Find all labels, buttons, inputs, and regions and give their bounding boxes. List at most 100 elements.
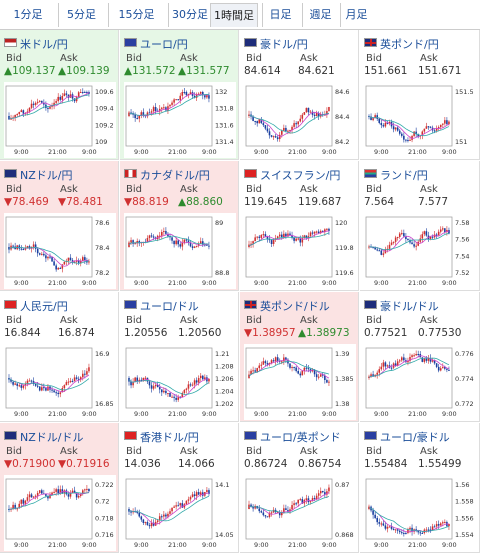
tab-2[interactable]: 15分足 xyxy=(108,3,164,27)
x-tick-label: 9:00 xyxy=(442,148,457,156)
pair-name[interactable]: 豪ドル/円 xyxy=(260,38,308,51)
pair-name[interactable]: 香港ドル/円 xyxy=(140,431,199,444)
y-tick-label: 109 xyxy=(95,138,107,146)
rate-cell[interactable]: NZドル/円 Bid ▼78.469 Ask ▼78.481 78.6 78.4 78.2 9:… xyxy=(0,161,119,291)
y-tick-label: 109.2 xyxy=(95,121,114,129)
pair-name[interactable]: NZドル/円 xyxy=(20,169,73,182)
uk-flag-icon xyxy=(364,38,377,47)
pair-name[interactable]: ユーロ/英ポンド xyxy=(260,431,341,444)
pair-name[interactable]: ユーロ/豪ドル xyxy=(380,431,450,444)
eu-flag-icon xyxy=(244,431,257,440)
tab-5[interactable]: 日足 xyxy=(262,3,298,27)
mini-chart[interactable]: 0.722 0.72 0.718 0.716 9:00 21:00 9:00 xyxy=(4,475,116,551)
pair-name[interactable]: カナダドル/円 xyxy=(140,169,210,182)
bid-value: ▼88.819 xyxy=(124,196,169,208)
mini-chart[interactable]: 14.1 14.05 9:00 21:00 9:00 xyxy=(124,475,236,551)
za-flag-icon xyxy=(364,169,377,178)
mini-chart[interactable]: 1.21 1.208 1.206 1.204 1.202 9:00 21:00 9:00 xyxy=(124,344,236,420)
rate-cell[interactable]: スイスフラン/円 Bid 119.645 Ask 119.687 120 119.8 119.… xyxy=(240,161,359,291)
x-tick-label: 9:00 xyxy=(134,541,149,549)
rate-cell[interactable]: NZドル/ドル Bid ▼0.71900 Ask ▼0.71916 0.722 0.72 0.… xyxy=(0,423,119,553)
x-tick-label: 21:00 xyxy=(408,148,427,156)
y-tick-label: 0.772 xyxy=(455,400,474,408)
mini-chart[interactable]: 132 131.8 131.6 131.4 9:00 21:00 9:00 xyxy=(124,82,236,158)
rate-cell[interactable]: ユーロ/英ポンド Bid 0.86724 Ask 0.86754 0.87 0.868 9:0… xyxy=(240,423,359,553)
rate-cell[interactable]: ユーロ/ドル Bid 1.20556 Ask 1.20560 1.21 1.208 1.206… xyxy=(120,292,239,422)
pair-name[interactable]: スイスフラン/円 xyxy=(260,169,341,182)
ask-value: ▲109.139 xyxy=(58,65,110,77)
pair-name[interactable]: ランド/円 xyxy=(380,169,428,182)
x-tick-label: 9:00 xyxy=(82,410,97,418)
rate-cell[interactable]: ユーロ/円 Bid ▲131.572 Ask ▲131.577 132 131.8 131.6… xyxy=(120,30,239,160)
pair-name[interactable]: NZドル/ドル xyxy=(20,431,84,444)
pair-name[interactable]: 米ドル/円 xyxy=(20,38,68,51)
bid-label: Bid xyxy=(6,184,22,195)
tab-1[interactable]: 5分足 xyxy=(58,3,104,27)
mini-chart[interactable]: 151.5 151 9:00 21:00 9:00 xyxy=(364,82,476,158)
tab-3[interactable]: 30分足 xyxy=(168,3,208,27)
mini-chart[interactable]: 16.9 16.85 9:00 21:00 9:00 xyxy=(4,344,116,420)
y-tick-label: 131.8 xyxy=(215,105,234,113)
rate-cell[interactable]: カナダドル/円 Bid ▼88.819 Ask ▲88.860 89 88.8 9:00 21:… xyxy=(120,161,239,291)
x-tick-label: 9:00 xyxy=(374,541,389,549)
y-tick-label: 0.722 xyxy=(95,481,114,489)
x-tick-label: 21:00 xyxy=(408,541,427,549)
ask-label: Ask xyxy=(180,53,198,64)
bid-value: ▼1.38957 xyxy=(244,327,296,339)
ask-value: ▼78.481 xyxy=(58,196,103,208)
tab-4[interactable]: 1時間足 xyxy=(210,3,258,27)
y-tick-label: 132 xyxy=(215,88,227,96)
pair-name[interactable]: ユーロ/ドル xyxy=(140,300,199,313)
x-tick-label: 9:00 xyxy=(254,148,269,156)
pair-name[interactable]: 豪ドル/ドル xyxy=(380,300,439,313)
mini-chart[interactable]: 0.87 0.868 9:00 21:00 9:00 xyxy=(244,475,356,551)
x-tick-label: 21:00 xyxy=(48,148,67,156)
rate-cell[interactable]: ユーロ/豪ドル Bid 1.55484 Ask 1.55499 1.56 1.558 1.55… xyxy=(360,423,480,553)
x-tick-label: 9:00 xyxy=(374,279,389,287)
bid-label: Bid xyxy=(126,446,142,457)
mini-chart[interactable]: 7.58 7.56 7.54 7.52 9:00 21:00 9:00 xyxy=(364,213,476,289)
mini-chart[interactable]: 78.6 78.4 78.2 9:00 21:00 9:00 xyxy=(4,213,116,289)
mini-chart[interactable]: 1.39 1.385 1.38 9:00 21:00 9:00 xyxy=(244,344,356,420)
x-tick-label: 21:00 xyxy=(408,410,427,418)
hk-flag-icon xyxy=(124,431,137,440)
x-tick-label: 21:00 xyxy=(288,148,307,156)
mini-chart[interactable]: 0.776 0.774 0.772 9:00 21:00 9:00 xyxy=(364,344,476,420)
tab-7[interactable]: 月足 xyxy=(340,3,372,27)
bid-label: Bid xyxy=(126,184,142,195)
mini-chart[interactable]: 120 119.8 119.6 9:00 21:00 9:00 xyxy=(244,213,356,289)
rate-cell[interactable]: 香港ドル/円 Bid 14.036 Ask 14.066 14.1 14.05 9:00 21:… xyxy=(120,423,239,553)
y-tick-label: 151.5 xyxy=(455,88,474,96)
y-tick-label: 1.39 xyxy=(335,350,349,358)
mini-chart[interactable]: 1.56 1.558 1.556 1.554 9:00 21:00 9:00 xyxy=(364,475,476,551)
x-tick-label: 9:00 xyxy=(442,541,457,549)
rate-cell[interactable]: 豪ドル/ドル Bid 0.77521 Ask 0.77530 0.776 0.774 0.77… xyxy=(360,292,480,422)
pair-name[interactable]: 人民元/円 xyxy=(20,300,68,313)
y-tick-label: 109.6 xyxy=(95,88,114,96)
mini-chart[interactable]: 84.6 84.4 84.2 9:00 21:00 9:00 xyxy=(244,82,356,158)
ask-value: 7.577 xyxy=(418,196,449,208)
mini-chart[interactable]: 89 88.8 9:00 21:00 9:00 xyxy=(124,213,236,289)
y-tick-label: 1.556 xyxy=(455,514,474,522)
rate-cell[interactable]: ランド/円 Bid 7.564 Ask 7.577 7.58 7.56 7.54 7.52 9:0… xyxy=(360,161,480,291)
x-tick-label: 9:00 xyxy=(82,279,97,287)
y-tick-label: 84.6 xyxy=(335,88,349,96)
ask-value: 84.621 xyxy=(298,65,335,77)
rate-cell[interactable]: 米ドル/円 Bid ▲109.137 Ask ▲109.139 109.6 109.4 109… xyxy=(0,30,119,160)
y-tick-label: 16.85 xyxy=(95,400,114,408)
x-tick-label: 21:00 xyxy=(168,410,187,418)
rate-cell[interactable]: 英ポンド/ドル Bid ▼1.38957 Ask ▲1.38973 1.39 1.385 1.… xyxy=(240,292,359,422)
tab-0[interactable]: 1分足 xyxy=(13,8,43,21)
rate-cell[interactable]: 英ポンド/円 Bid 151.661 Ask 151.671 151.5 151 9:00 21… xyxy=(360,30,480,160)
pair-name[interactable]: 英ポンド/ドル xyxy=(260,300,330,313)
mini-chart[interactable]: 109.6 109.4 109.2 109 9:00 21:00 9:00 xyxy=(4,82,116,158)
rate-grid: 米ドル/円 Bid ▲109.137 Ask ▲109.139 109.6 109.4 109… xyxy=(0,30,480,553)
au-flag-icon xyxy=(364,300,377,309)
tab-6[interactable]: 週足 xyxy=(302,3,338,27)
bid-value: 1.55484 xyxy=(364,458,408,470)
rate-cell[interactable]: 人民元/円 Bid 16.844 Ask 16.874 16.9 16.85 9:00 21:0… xyxy=(0,292,119,422)
rate-cell[interactable]: 豪ドル/円 Bid 84.614 Ask 84.621 84.6 84.4 84.2 9:00 2… xyxy=(240,30,359,160)
pair-name[interactable]: 英ポンド/円 xyxy=(380,38,439,51)
pair-name[interactable]: ユーロ/円 xyxy=(140,38,188,51)
eu-flag-icon xyxy=(124,38,137,47)
